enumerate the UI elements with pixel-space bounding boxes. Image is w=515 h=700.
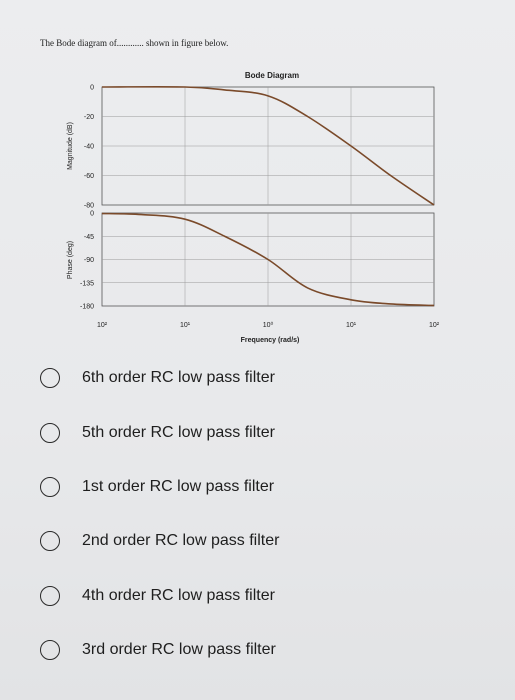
option-1st-order[interactable]: 1st order RC low pass filter bbox=[40, 472, 460, 502]
y-tick-label: -60 bbox=[84, 173, 94, 180]
y-tick-label: 0 bbox=[90, 211, 94, 218]
option-label: 5th order RC low pass filter bbox=[82, 424, 275, 441]
chart-title: Bode Diagram bbox=[245, 71, 299, 80]
option-5th-order[interactable]: 5th order RC low pass filter bbox=[40, 418, 460, 448]
radio-button[interactable] bbox=[40, 640, 60, 660]
radio-button[interactable] bbox=[40, 368, 60, 388]
y-tick-label: -45 bbox=[84, 234, 94, 241]
radio-button[interactable] bbox=[40, 423, 60, 443]
tick-labels: 10² 10¹ 10⁰ 10¹ 10²0-20-40-60-800-45-90-135-… bbox=[80, 85, 440, 330]
option-6th-order[interactable]: 6th order RC low pass filter bbox=[40, 363, 460, 393]
y-tick-label: -80 bbox=[84, 203, 94, 210]
y-tick-label: -90 bbox=[84, 257, 94, 264]
option-label: 1st order RC low pass filter bbox=[82, 478, 275, 495]
curves bbox=[101, 85, 435, 307]
x-axis-label: Frequency (rad/s) bbox=[241, 337, 300, 344]
option-label: 6th order RC low pass filter bbox=[82, 369, 275, 386]
grid-lines bbox=[102, 87, 434, 306]
y-tick-label: 0 bbox=[90, 85, 94, 92]
x-tick-label: 10¹ bbox=[180, 322, 191, 329]
x-tick-label: 10⁰ bbox=[263, 321, 274, 329]
y-tick-label: -40 bbox=[84, 144, 94, 151]
radio-button[interactable] bbox=[40, 477, 60, 497]
phase-curve bbox=[101, 212, 435, 307]
magnitude-curve bbox=[101, 85, 435, 206]
x-tick-label: 10² bbox=[97, 322, 108, 329]
radio-button[interactable] bbox=[40, 531, 60, 551]
y-tick-label: -135 bbox=[80, 280, 94, 287]
option-3rd-order[interactable]: 3rd order RC low pass filter bbox=[40, 635, 460, 665]
bode-chart: Bode Diagram 10² 10¹ 10⁰ 10¹ 10² 0 -20 -40 -60 -8… bbox=[67, 71, 440, 344]
option-2nd-order[interactable]: 2nd order RC low pass filter bbox=[40, 526, 460, 556]
option-4th-order[interactable]: 4th order RC low pass filter bbox=[40, 581, 460, 611]
x-tick-label: 10¹ bbox=[346, 322, 357, 329]
y-tick-label: -180 bbox=[80, 304, 94, 311]
option-label: 2nd order RC low pass filter bbox=[82, 532, 280, 549]
x-tick-label: 10² bbox=[429, 322, 440, 329]
radio-button[interactable] bbox=[40, 586, 60, 606]
option-label: 3rd order RC low pass filter bbox=[82, 641, 276, 658]
question-text: The Bode diagram of............ shown in… bbox=[40, 38, 229, 48]
phase-axis-label: Phase (deg) bbox=[67, 241, 74, 279]
y-tick-label: -20 bbox=[84, 114, 94, 121]
option-label: 4th order RC low pass filter bbox=[82, 587, 275, 604]
magnitude-axis-label: Magnitude (dB) bbox=[67, 122, 74, 170]
